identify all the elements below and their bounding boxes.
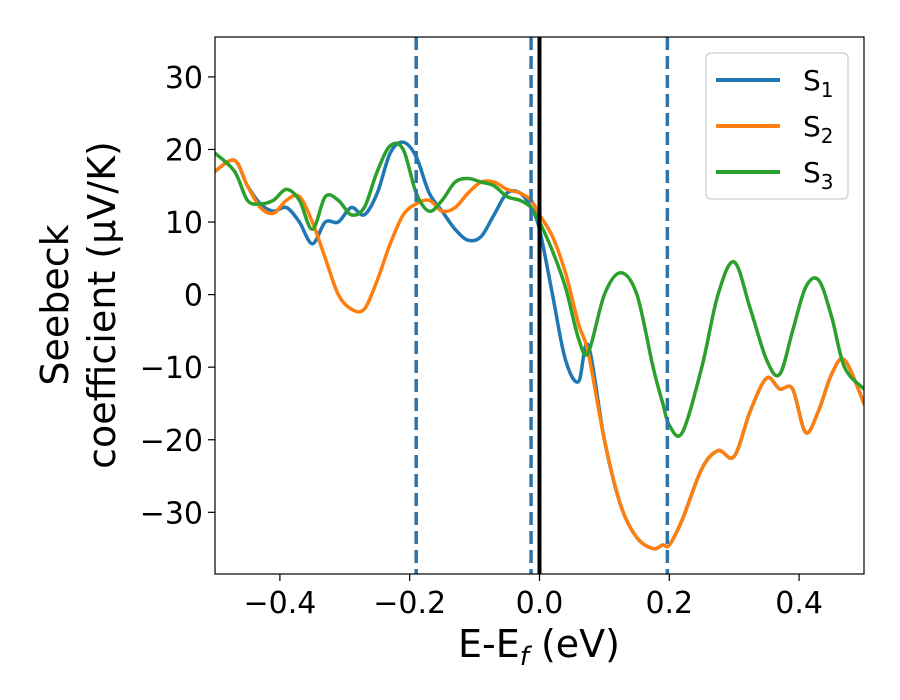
legend-entry-s2: S2 [716, 110, 834, 148]
y-tick-label: −10 [140, 351, 203, 386]
x-tick-label: 0.2 [645, 586, 693, 621]
x-axis-title-main: E-E [458, 622, 520, 666]
x-tick-label: −0.2 [373, 586, 446, 621]
legend-entry-s3: S3 [716, 156, 834, 194]
y-axis-title-line1: Seebeck [33, 224, 77, 385]
x-tick-label: 0.4 [775, 586, 823, 621]
x-tick-label: 0.0 [516, 586, 564, 621]
legend-label: S3 [803, 156, 834, 194]
x-tick-label: −0.4 [243, 586, 316, 621]
legend: S1 S2 S3 [705, 52, 849, 200]
legend-entries: S1 S2 S3 [716, 64, 834, 194]
y-tick-label: 20 [165, 133, 203, 168]
x-axis-title: E-Ef (eV) [458, 622, 620, 672]
y-tick-label: 30 [165, 61, 203, 96]
y-tick-label: −20 [140, 424, 203, 459]
y-axis-title-line2: coefficient (μV/K) [80, 141, 124, 469]
y-tick-label: 0 [184, 279, 203, 314]
legend-label: S1 [803, 64, 834, 102]
legend-label: S2 [803, 110, 834, 148]
y-axis-title: Seebeck coefficient (μV/K) [33, 141, 124, 469]
vertical-lines-top [414, 37, 670, 574]
x-axis-title-unit: (eV) [529, 622, 620, 666]
y-axis-ticks: 30 20 10 0 −10 −20 −30 [140, 61, 215, 531]
y-tick-label: 10 [165, 206, 203, 241]
legend-entry-s1: S1 [716, 64, 834, 102]
x-axis-ticks: −0.4 −0.2 0.0 0.2 0.4 [243, 574, 823, 621]
y-tick-label: −30 [140, 496, 203, 531]
